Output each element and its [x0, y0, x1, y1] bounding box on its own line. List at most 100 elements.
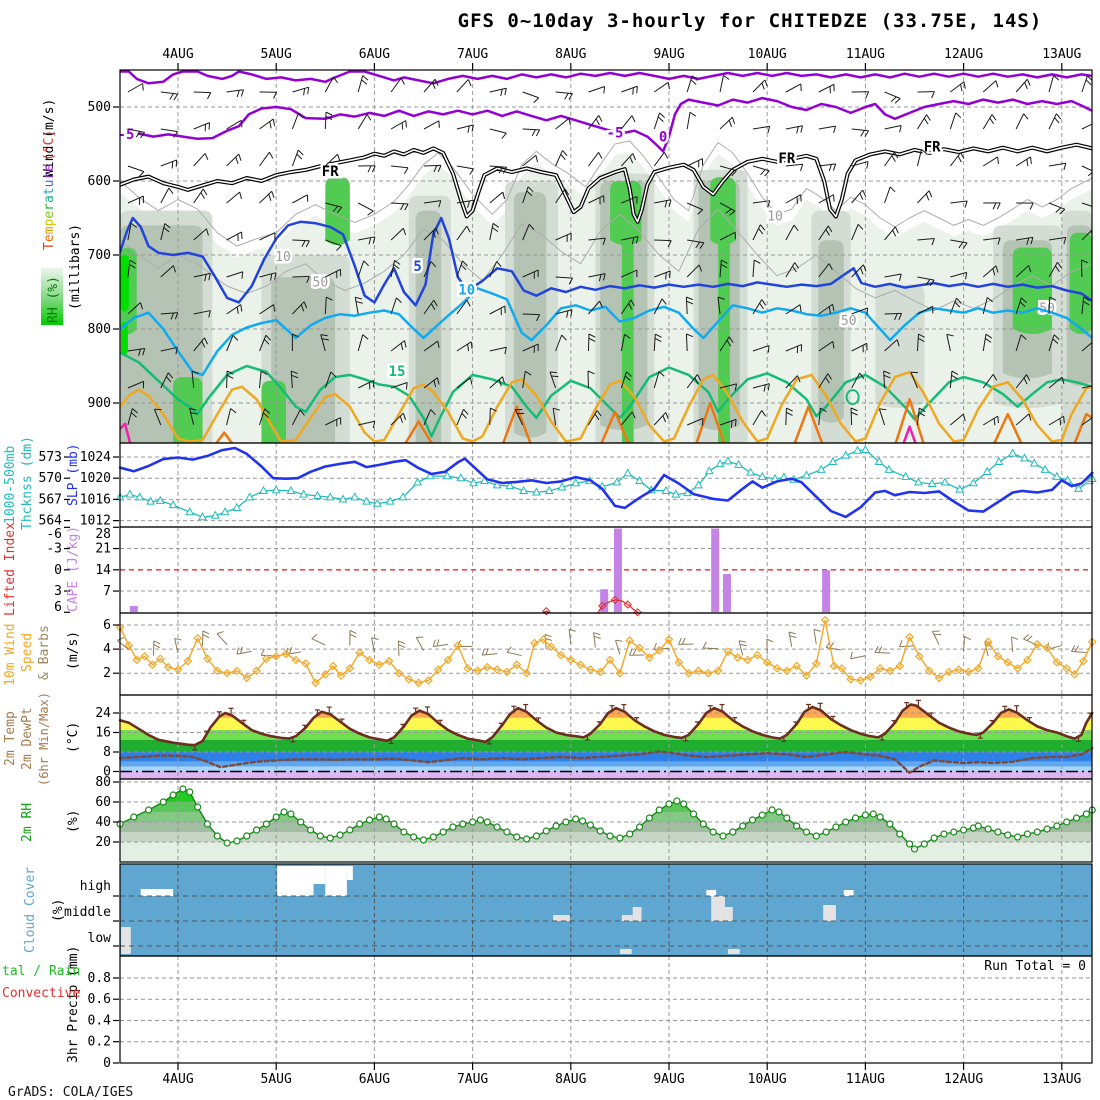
svg-text:(millibars): (millibars): [68, 224, 83, 310]
svg-text:11AUG: 11AUG: [846, 47, 885, 62]
upper-wind-barbs: [127, 74, 1092, 429]
svg-text:24: 24: [95, 706, 111, 721]
svg-text:14: 14: [95, 563, 111, 578]
rh-grid: [120, 779, 1092, 862]
svg-text:-6: -6: [46, 527, 62, 542]
svg-text:12AUG: 12AUG: [944, 1072, 983, 1087]
precip-grid: [120, 956, 1092, 1063]
svg-text:0.8: 0.8: [88, 971, 111, 986]
wind10m-panel: [115, 612, 1097, 696]
svg-text:2m Temp: 2m Temp: [3, 711, 18, 766]
svg-text:1020: 1020: [80, 471, 111, 486]
slp-thickness-panel: [115, 442, 1097, 528]
svg-text:6AUG: 6AUG: [359, 1072, 390, 1087]
rh2m-panel: [116, 778, 1096, 863]
svg-text:0: 0: [659, 129, 667, 145]
svg-text:Temperature: Temperature: [42, 164, 57, 250]
svg-text:8AUG: 8AUG: [555, 47, 586, 62]
svg-text:6: 6: [54, 600, 62, 615]
temp2m-panel: [118, 694, 1094, 780]
svg-text:573: 573: [39, 450, 62, 465]
svg-text:10m Wind: 10m Wind: [3, 623, 18, 686]
svg-text:8: 8: [103, 745, 111, 760]
svg-text:(%): (%): [51, 899, 66, 922]
dewpoint-line: [118, 747, 1094, 774]
svg-text:1000-500mb: 1000-500mb: [3, 446, 18, 524]
svg-text:16: 16: [95, 726, 111, 741]
svg-text:7AUG: 7AUG: [457, 1072, 488, 1087]
svg-text:1012: 1012: [80, 514, 111, 529]
wind10-grid: [120, 613, 1092, 695]
svg-text:4AUG: 4AUG: [162, 1072, 193, 1087]
svg-text:Lifted Index: Lifted Index: [3, 522, 18, 616]
svg-text:4AUG: 4AUG: [162, 47, 193, 62]
chart-title: GFS 0~10day 3-hourly for CHITEDZE (33.75…: [457, 10, 1043, 32]
svg-text:50: 50: [841, 314, 857, 329]
svg-text:& Barbs: & Barbs: [37, 625, 52, 680]
svg-text:500: 500: [88, 100, 111, 115]
li-cape-panel: [119, 526, 1093, 617]
svg-text:CAPE (J/kg): CAPE (J/kg): [66, 526, 81, 612]
wind10-speed-line: [115, 615, 1097, 688]
svg-text:(m/s): (m/s): [66, 631, 81, 670]
svg-text:10AUG: 10AUG: [748, 47, 787, 62]
svg-text:10AUG: 10AUG: [748, 1072, 787, 1087]
left-axis-labels: Wind (m/s)Temperature (°C) (millibars) 1000…: [2, 99, 83, 1063]
svg-text:13AUG: 13AUG: [1042, 1072, 1081, 1087]
svg-text:6: 6: [103, 618, 111, 633]
axes: 4AUG 4AUG 5AUG 5AUG 6AUG 6AUG 7AUG 7AUG 8AUG 8AUG…: [39, 47, 1082, 1087]
cape-bars: [129, 528, 831, 612]
svg-text:11AUG: 11AUG: [846, 1072, 885, 1087]
svg-text:5AUG: 5AUG: [261, 47, 292, 62]
svg-text:FR: FR: [322, 164, 339, 180]
svg-text:600: 600: [88, 174, 111, 189]
svg-text:0: 0: [103, 1056, 111, 1071]
svg-text:FR: FR: [778, 151, 795, 167]
svg-text:50: 50: [313, 275, 329, 290]
svg-text:low: low: [88, 931, 112, 946]
svg-text:(°C): (°C): [66, 722, 81, 753]
svg-text:3: 3: [54, 584, 62, 599]
svg-text:7AUG: 7AUG: [457, 47, 488, 62]
svg-text:SLP (mb): SLP (mb): [66, 443, 81, 506]
svg-text:9AUG: 9AUG: [653, 1072, 684, 1087]
svg-text:0.6: 0.6: [88, 992, 111, 1007]
precip-panel: Run Total = 0: [119, 955, 1093, 1064]
svg-text:2: 2: [103, 666, 111, 681]
rh-shading: [120, 152, 1092, 443]
svg-text:-3: -3: [46, 542, 62, 557]
svg-text:6AUG: 6AUG: [359, 47, 390, 62]
temp-fill-bands: [120, 704, 1092, 779]
svg-text:700: 700: [88, 248, 111, 263]
svg-text:7: 7: [103, 584, 111, 599]
svg-text:0: 0: [54, 563, 62, 578]
svg-text:tal / Rain: tal / Rain: [2, 964, 80, 979]
svg-text:40: 40: [95, 815, 111, 830]
svg-text:FR: FR: [924, 140, 941, 156]
svg-text:10: 10: [458, 283, 475, 299]
svg-text:Thcknss (dm): Thcknss (dm): [20, 436, 35, 530]
svg-text:Run Total = 0: Run Total = 0: [984, 959, 1086, 974]
svg-text:(%): (%): [66, 810, 81, 833]
wind10-barbs: [117, 628, 1087, 660]
svg-text:0.2: 0.2: [88, 1035, 111, 1050]
svg-text:21: 21: [95, 542, 111, 557]
svg-text:5: 5: [413, 259, 421, 275]
svg-text:2m RH: 2m RH: [20, 803, 35, 842]
svg-text:564: 564: [39, 514, 63, 529]
svg-text:13AUG: 13AUG: [1042, 47, 1081, 62]
svg-text:(°C): (°C): [42, 130, 57, 161]
svg-text:0: 0: [103, 765, 111, 780]
svg-text:60: 60: [95, 795, 111, 810]
svg-text:12AUG: 12AUG: [944, 47, 983, 62]
cloud-cover-panel: [119, 863, 1093, 957]
svg-text:8AUG: 8AUG: [555, 1072, 586, 1087]
svg-text:10: 10: [767, 210, 783, 225]
svg-text:570: 570: [39, 471, 62, 486]
svg-text:Speed: Speed: [20, 633, 35, 672]
